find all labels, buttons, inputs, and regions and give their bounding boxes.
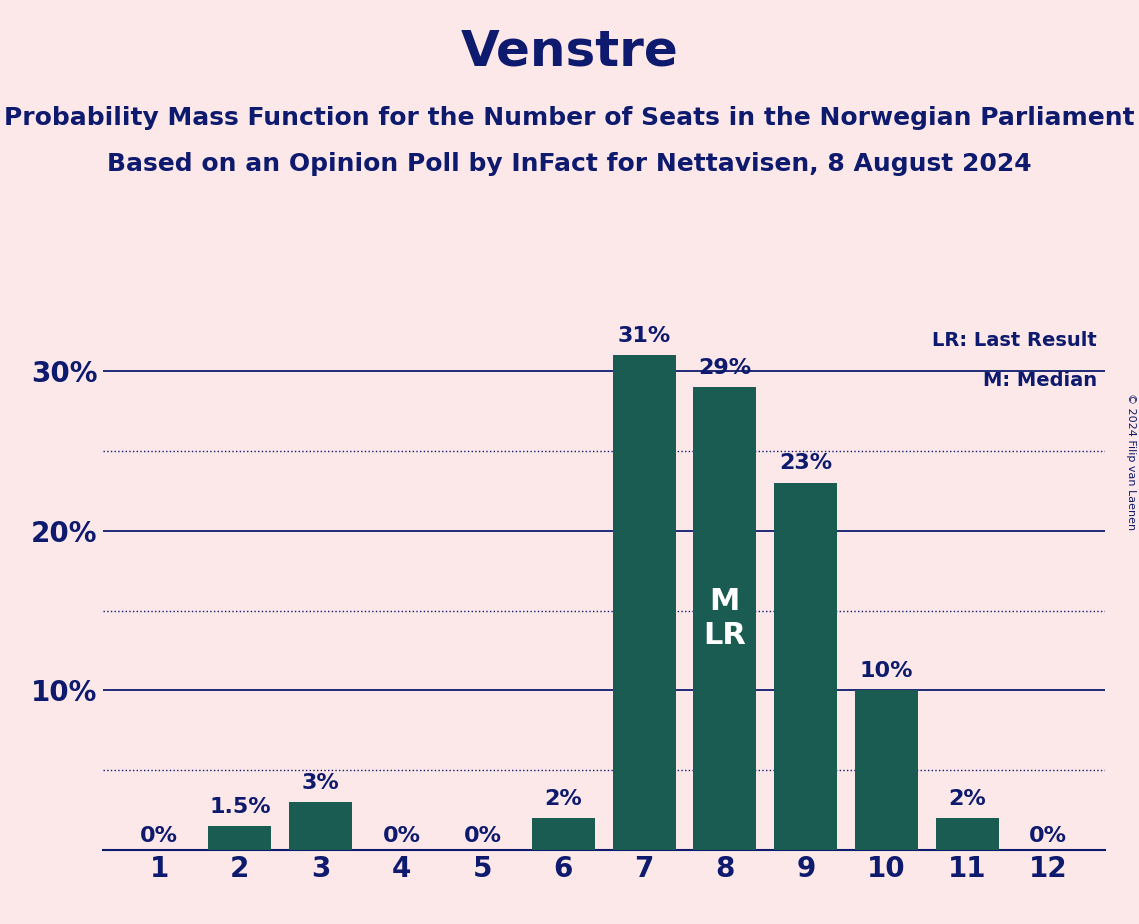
Text: Based on an Opinion Poll by InFact for Nettavisen, 8 August 2024: Based on an Opinion Poll by InFact for N… (107, 152, 1032, 176)
Text: 0%: 0% (1030, 826, 1067, 846)
Text: 2%: 2% (949, 788, 986, 808)
Text: 0%: 0% (140, 826, 178, 846)
Text: M: Median: M: Median (983, 371, 1097, 390)
Text: M
LR: M LR (704, 588, 746, 650)
Bar (855, 690, 918, 850)
Bar (694, 387, 756, 850)
Text: 2%: 2% (544, 788, 582, 808)
Text: 3%: 3% (302, 772, 339, 793)
Bar (289, 802, 352, 850)
Text: 23%: 23% (779, 454, 833, 473)
Bar (775, 483, 837, 850)
Text: Venstre: Venstre (460, 28, 679, 76)
Bar (613, 356, 675, 850)
Text: LR: Last Result: LR: Last Result (932, 332, 1097, 350)
Text: © 2024 Filip van Laenen: © 2024 Filip van Laenen (1126, 394, 1136, 530)
Text: 10%: 10% (860, 661, 913, 681)
Bar (532, 818, 595, 850)
Text: Probability Mass Function for the Number of Seats in the Norwegian Parliament: Probability Mass Function for the Number… (5, 106, 1134, 130)
Bar (208, 826, 271, 850)
Text: 29%: 29% (698, 358, 752, 378)
Text: 1.5%: 1.5% (210, 796, 271, 817)
Text: 31%: 31% (617, 326, 671, 346)
Bar (936, 818, 999, 850)
Text: 0%: 0% (383, 826, 420, 846)
Text: 0%: 0% (464, 826, 501, 846)
